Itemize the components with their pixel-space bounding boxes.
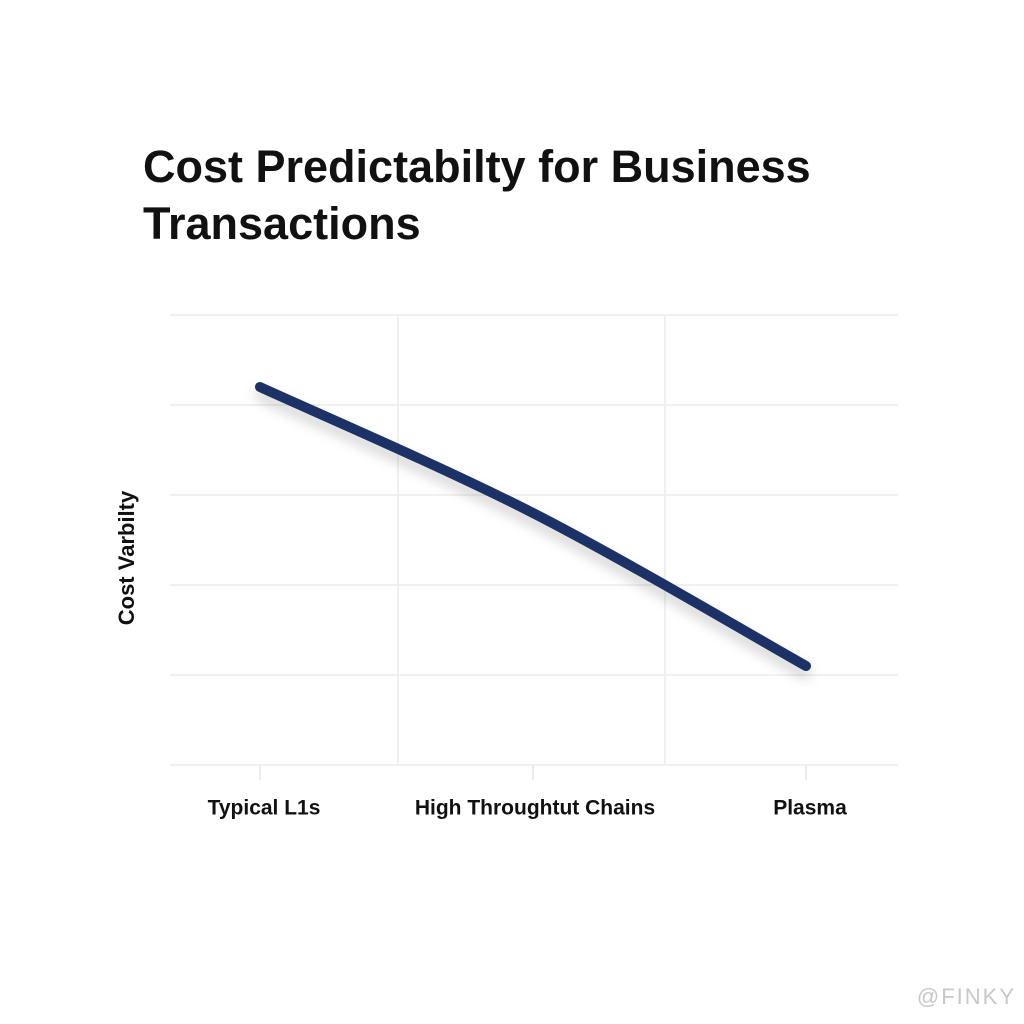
watermark: @FINKY (917, 984, 1016, 1009)
vertical-grid (397, 315, 666, 765)
line (255, 382, 811, 671)
x-tick-label: Plasma (773, 797, 847, 820)
x-tick-label: Typical L1s (208, 797, 321, 820)
y-axis-label: Cost Varbilty (114, 490, 139, 625)
chart-title: Cost Predictabilty for Business Transact… (143, 141, 811, 249)
x-tick-label: High Throughtut Chains (415, 797, 655, 820)
